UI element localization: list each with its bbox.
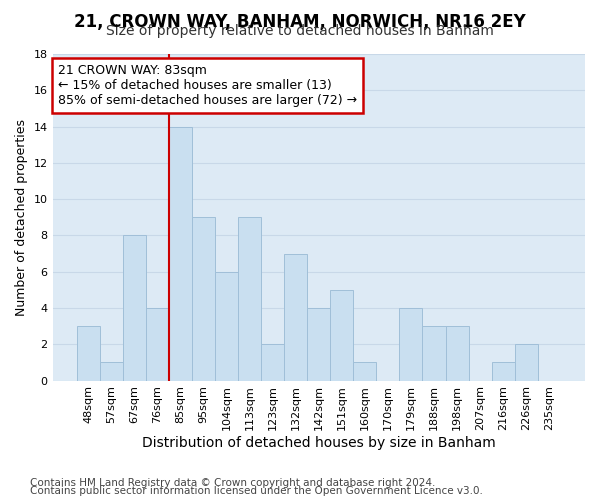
Y-axis label: Number of detached properties: Number of detached properties: [15, 119, 28, 316]
Bar: [146, 308, 169, 380]
Bar: [192, 218, 215, 380]
Text: 21, CROWN WAY, BANHAM, NORWICH, NR16 2EY: 21, CROWN WAY, BANHAM, NORWICH, NR16 2EY: [74, 12, 526, 30]
Bar: [100, 362, 123, 380]
Bar: [284, 254, 307, 380]
Text: Contains HM Land Registry data © Crown copyright and database right 2024.: Contains HM Land Registry data © Crown c…: [30, 478, 436, 488]
Text: Size of property relative to detached houses in Banham: Size of property relative to detached ho…: [106, 24, 494, 38]
Bar: [330, 290, 353, 380]
Bar: [491, 362, 515, 380]
Text: Contains public sector information licensed under the Open Government Licence v3: Contains public sector information licen…: [30, 486, 483, 496]
Bar: [238, 218, 261, 380]
Bar: [215, 272, 238, 380]
Bar: [446, 326, 469, 380]
Text: 21 CROWN WAY: 83sqm
← 15% of detached houses are smaller (13)
85% of semi-detach: 21 CROWN WAY: 83sqm ← 15% of detached ho…: [58, 64, 357, 107]
Bar: [261, 344, 284, 380]
Bar: [169, 126, 192, 380]
X-axis label: Distribution of detached houses by size in Banham: Distribution of detached houses by size …: [142, 436, 496, 450]
Bar: [307, 308, 330, 380]
Bar: [77, 326, 100, 380]
Bar: [422, 326, 446, 380]
Bar: [353, 362, 376, 380]
Bar: [123, 236, 146, 380]
Bar: [515, 344, 538, 380]
Bar: [400, 308, 422, 380]
